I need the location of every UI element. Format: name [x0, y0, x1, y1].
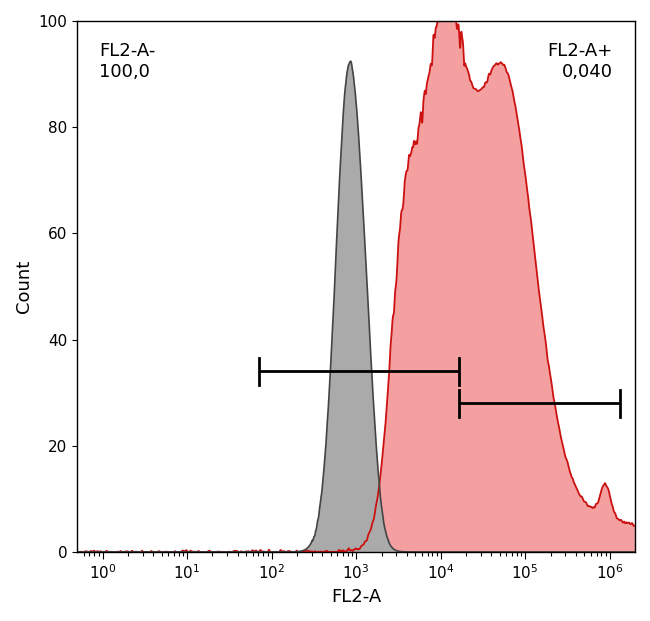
Text: FL2-A+
0,040: FL2-A+ 0,040: [547, 42, 613, 81]
Text: FL2-A-
100,0: FL2-A- 100,0: [99, 42, 156, 81]
X-axis label: FL2-A: FL2-A: [331, 588, 381, 606]
Y-axis label: Count: Count: [15, 260, 33, 313]
